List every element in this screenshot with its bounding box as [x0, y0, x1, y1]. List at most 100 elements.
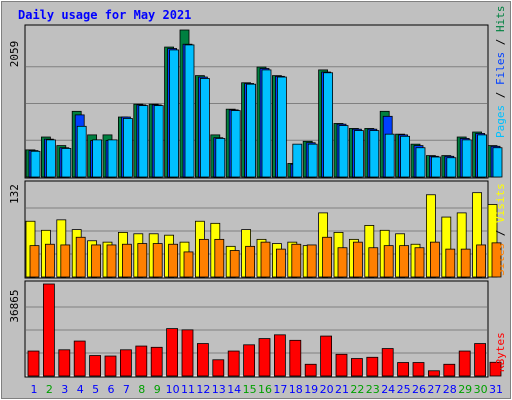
day-label: 5	[92, 383, 99, 396]
legend-sep-1: /	[494, 85, 507, 105]
sites-bar	[291, 243, 302, 278]
pages-bar	[477, 134, 488, 178]
pages-bar	[153, 105, 164, 178]
kbytes-bar	[212, 359, 225, 377]
kbytes-bar	[73, 340, 86, 377]
day-label: 4	[77, 383, 84, 396]
kbytes-max-label: 36865	[8, 289, 21, 322]
day-label: 24	[381, 383, 395, 396]
kbytes-bar	[166, 328, 179, 377]
day-label: 19	[304, 383, 318, 396]
sites-bar	[460, 248, 471, 278]
kbytes-bar	[350, 358, 363, 377]
kbytes-bar	[335, 353, 348, 377]
visits-panel-legend: Sites / Visits	[494, 183, 507, 276]
sites-bar	[429, 241, 440, 278]
kbytes-panel	[24, 280, 502, 378]
sites-bar	[260, 241, 271, 278]
sites-bar	[491, 242, 502, 278]
kbytes-bar	[227, 350, 240, 377]
sites-bar	[414, 247, 425, 278]
sites-bar	[229, 250, 240, 278]
day-label: 6	[108, 383, 115, 396]
day-label: 14	[227, 383, 241, 396]
pages-bar	[246, 83, 257, 178]
pages-bar	[61, 148, 72, 178]
day-label: 2	[46, 383, 53, 396]
sites-bar	[245, 245, 256, 278]
visits-sites-panel	[24, 180, 502, 279]
pages-bar	[400, 135, 411, 178]
sites-bar	[198, 238, 209, 278]
day-label: 26	[412, 383, 426, 396]
kbytes-bar	[89, 355, 101, 377]
sites-bar	[183, 251, 194, 278]
sites-bar	[445, 248, 456, 278]
legend-hits: Hits	[494, 6, 507, 33]
sites-bar	[368, 247, 379, 278]
sites-bar	[45, 243, 55, 278]
sites-bar	[75, 236, 86, 278]
pages-bar	[92, 139, 102, 178]
sites-bar	[168, 243, 179, 278]
day-label: 18	[289, 383, 303, 396]
sites-bar	[275, 248, 286, 278]
kbytes-bar	[258, 338, 271, 377]
kbytes-bar	[412, 362, 425, 377]
day-label: 7	[123, 383, 130, 396]
sites-bar	[399, 245, 410, 278]
day-label: 8	[138, 383, 145, 396]
pages-bar	[338, 125, 349, 178]
sites-bar	[337, 247, 348, 278]
kbytes-bar	[58, 349, 71, 377]
kbytes-bar	[43, 283, 55, 377]
kbytes-bar	[304, 363, 317, 377]
pages-bar	[123, 118, 133, 178]
day-label: 25	[397, 383, 411, 396]
legend-sep-2: /	[494, 32, 507, 52]
legend-sites: Sites	[494, 243, 507, 276]
sites-bar	[476, 244, 487, 278]
pages-bar	[384, 133, 395, 178]
sites-bar	[137, 243, 148, 278]
kbytes-bar	[196, 343, 209, 377]
kbytes-bar	[27, 350, 40, 377]
sites-bar	[152, 243, 163, 278]
kbytes-bar	[120, 349, 132, 377]
sites-bar	[29, 245, 40, 278]
pages-bar	[184, 44, 195, 178]
kbytes-bar	[273, 334, 286, 377]
pages-bar	[415, 147, 426, 178]
day-label: 15	[243, 383, 257, 396]
day-label: 22	[350, 383, 364, 396]
chart-title: Daily usage for May 2021	[18, 8, 191, 22]
pages-bar	[215, 138, 226, 178]
kbytes-bar	[397, 362, 410, 377]
hits-panel-legend: Pages / Files / Hits	[494, 6, 507, 139]
kbytes-bar	[443, 363, 456, 377]
sites-bar	[60, 244, 71, 278]
day-label: 31	[489, 383, 503, 396]
day-label: 11	[181, 383, 195, 396]
day-label: 16	[258, 383, 272, 396]
pages-bar	[307, 143, 318, 178]
kbytes-bar	[366, 356, 379, 377]
day-labels: 1 2 3 4 5 6 7 8 9 10 11 12 13 14 15 16 17 18 19 20 21 22 23 24 2…	[31, 383, 504, 396]
sites-bar	[352, 241, 363, 278]
pages-bar	[30, 150, 41, 178]
legend-sep-3: /	[494, 223, 507, 243]
sites-bar	[214, 238, 225, 278]
day-label: 23	[366, 383, 380, 396]
pages-bar	[138, 105, 149, 178]
day-label: 28	[443, 383, 457, 396]
pages-bar	[369, 130, 380, 178]
pages-bar	[276, 76, 287, 178]
day-label: 21	[335, 383, 349, 396]
legend-pages: Pages	[494, 105, 507, 138]
kbytes-bar	[381, 348, 394, 377]
legend-files: Files	[494, 52, 507, 85]
pages-bar	[353, 130, 364, 178]
day-label: 9	[154, 383, 161, 396]
